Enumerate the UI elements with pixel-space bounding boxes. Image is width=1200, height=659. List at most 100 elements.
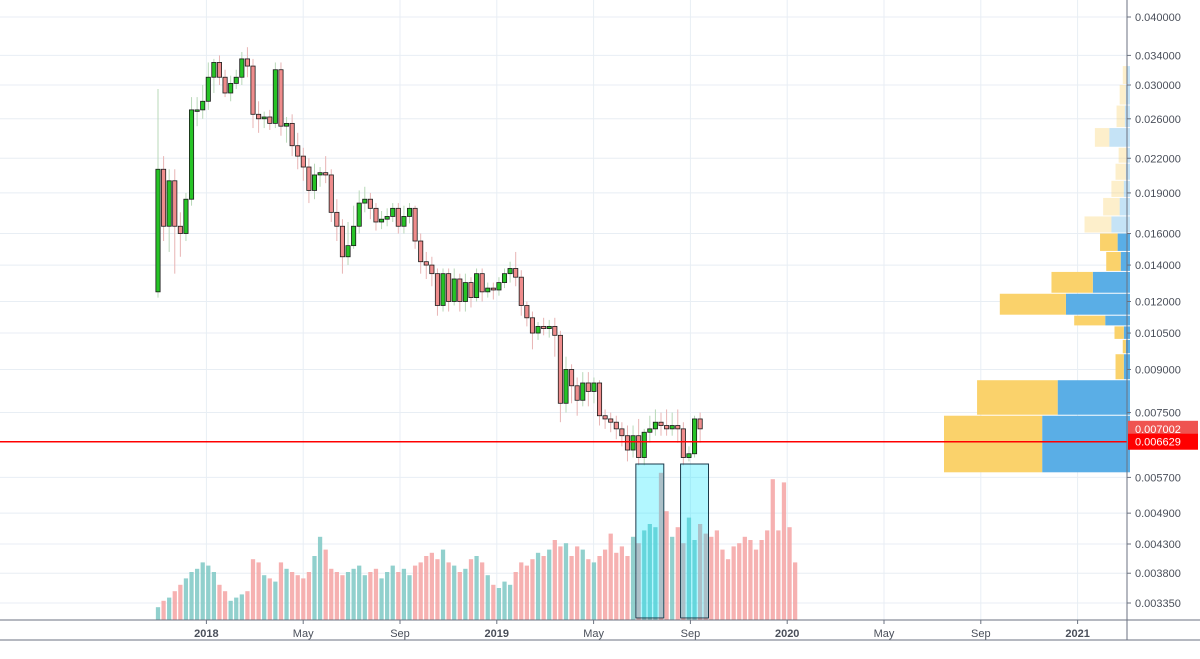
candle-body — [401, 216, 407, 227]
volume-bar — [681, 543, 686, 620]
candle-body — [228, 83, 234, 94]
volume-bar — [507, 584, 513, 620]
time-tick-label: Sep — [390, 628, 410, 640]
candle-body — [697, 418, 703, 430]
candle-body — [311, 174, 318, 191]
profile-down-bar — [1122, 339, 1126, 354]
candle-body — [541, 325, 547, 329]
price-tick-label: 0.005700 — [1135, 472, 1181, 484]
time-tick-label: 2020 — [775, 628, 799, 640]
highlight-box — [680, 463, 710, 619]
candle-body — [412, 207, 418, 242]
price-tick-label: 0.040000 — [1135, 12, 1181, 24]
candle-body — [591, 382, 597, 392]
volume-bar — [239, 594, 244, 620]
candle-body — [367, 198, 373, 209]
volume-bar — [385, 572, 390, 620]
candle-body — [295, 145, 301, 157]
volume-bar — [781, 482, 787, 620]
volume-bar — [446, 562, 451, 620]
profile-down-bar — [1051, 271, 1093, 293]
price-tick-label: 0.014000 — [1135, 260, 1181, 272]
candle-body — [205, 76, 211, 102]
volume-bar — [670, 536, 675, 620]
candle-body — [250, 65, 256, 115]
volume-bar — [765, 530, 770, 620]
candle-body — [384, 216, 390, 220]
volume-bar — [178, 584, 183, 620]
profile-down-bar — [1084, 216, 1112, 233]
volume-bar — [463, 568, 468, 620]
time-tick-label: 2019 — [485, 628, 509, 640]
volume-bar — [250, 559, 256, 620]
volume-bar — [172, 591, 177, 620]
volume-bar — [625, 556, 630, 620]
volume-bar — [200, 562, 205, 620]
candle-body — [496, 282, 502, 291]
profile-down-bar — [1119, 84, 1126, 105]
time-tick-label: 2018 — [194, 628, 218, 640]
volume-bar — [698, 524, 703, 620]
candle-body — [552, 325, 558, 336]
candle-body — [457, 278, 463, 302]
volume-bar — [703, 533, 708, 620]
volume-bar — [647, 524, 652, 620]
volume-bar — [390, 565, 395, 620]
price-tick-label: 0.004900 — [1135, 508, 1181, 520]
profile-down-bar — [944, 415, 1043, 473]
price-tick-label: 0.003800 — [1135, 568, 1181, 580]
volume-bar — [189, 572, 194, 620]
price-axis[interactable]: 0.040000 0.034000 0.030000 0.026000 0.022000… — [1126, 0, 1198, 640]
volume-profile — [944, 66, 1130, 473]
candle-body — [636, 435, 642, 458]
profile-down-bar — [1122, 66, 1127, 84]
candle-body — [166, 180, 172, 227]
volume-bar — [217, 584, 222, 620]
volume-bar — [709, 536, 714, 620]
candle-body — [429, 264, 435, 275]
profile-down-bar — [1115, 163, 1126, 180]
volume-bar — [256, 562, 261, 620]
volume-bar — [345, 572, 351, 620]
candle-body — [194, 109, 200, 112]
volume-bar — [580, 549, 585, 620]
candle-body — [535, 325, 541, 334]
candle-body — [328, 174, 334, 213]
volume-bar — [547, 549, 552, 620]
time-tick-label: 2021 — [1065, 628, 1089, 640]
candle-body — [675, 425, 681, 430]
candle-body — [267, 116, 273, 124]
candle-body — [395, 207, 401, 227]
volume-bar — [474, 556, 479, 620]
profile-up-bar — [1120, 251, 1130, 271]
price-label-text: 0.007002 — [1135, 424, 1181, 436]
candle-body — [317, 172, 323, 176]
volume-bar — [155, 607, 161, 620]
volume-bar — [351, 568, 356, 620]
volume-bar — [468, 559, 474, 620]
volume-bar — [357, 565, 362, 620]
price-tick-label: 0.030000 — [1135, 80, 1181, 92]
candle-body — [518, 276, 524, 306]
volume-bar — [642, 530, 647, 620]
profile-up-bar — [1109, 128, 1130, 147]
profile-down-bar — [1074, 315, 1106, 326]
volume-bar — [558, 546, 563, 620]
candle-body — [608, 418, 614, 423]
time-axis[interactable]: 2018 May Sep 2019 May Sep 2020 May Sep 2021 — [0, 619, 1200, 641]
volume-bar — [334, 572, 339, 620]
candle-body — [574, 385, 580, 401]
time-tick-label: Sep — [681, 628, 701, 640]
volume-bar — [452, 565, 457, 620]
candle-body — [390, 207, 396, 217]
profile-up-bar — [1042, 415, 1130, 473]
time-tick-label: May — [583, 628, 604, 640]
candle-body — [485, 287, 491, 293]
volume-bar — [619, 546, 625, 620]
candle-body — [189, 109, 195, 200]
candle-body — [339, 225, 345, 258]
volume-bar — [737, 543, 742, 620]
